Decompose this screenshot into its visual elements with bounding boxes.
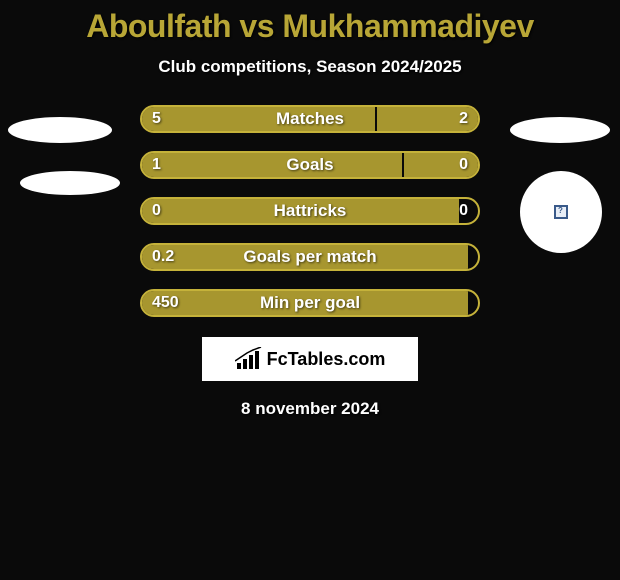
page-title: Aboulfath vs Mukhammadiyev — [0, 8, 620, 45]
bar-row: 10Goals — [140, 151, 480, 179]
comparison-bars: 52Matches10Goals00Hattricks0.2Goals per … — [140, 105, 480, 317]
bar-row: 52Matches — [140, 105, 480, 133]
bar-right-segment: 2 — [377, 107, 478, 131]
bar-right-value: 2 — [459, 110, 468, 128]
logo-text: FcTables.com — [267, 349, 386, 370]
bar-left-segment: 5 — [142, 107, 377, 131]
bar-left-value: 0.2 — [152, 248, 174, 266]
bar-right-segment — [468, 291, 478, 315]
player-right-photo-2 — [520, 171, 602, 253]
bar-row: 00Hattricks — [140, 197, 480, 225]
bar-right-segment — [468, 245, 478, 269]
bar-right-value: 0 — [459, 156, 468, 174]
player-left-photo-1 — [8, 117, 112, 143]
bar-right-value: 0 — [459, 202, 468, 220]
fctables-logo-icon — [235, 347, 263, 371]
player-right-photo-1 — [510, 117, 610, 143]
chart-area: 52Matches10Goals00Hattricks0.2Goals per … — [0, 105, 620, 419]
subtitle: Club competitions, Season 2024/2025 — [0, 57, 620, 77]
root: Aboulfath vs Mukhammadiyev Club competit… — [0, 0, 620, 419]
bar-left-value: 5 — [152, 110, 161, 128]
player-left-photo-2 — [20, 171, 120, 195]
bar-row: 0.2Goals per match — [140, 243, 480, 271]
bar-row: 450Min per goal — [140, 289, 480, 317]
bar-left-value: 0 — [152, 202, 161, 220]
logo-box: FcTables.com — [202, 337, 418, 381]
bar-left-value: 1 — [152, 156, 161, 174]
placeholder-icon — [554, 205, 568, 219]
bar-left-segment: 1 — [142, 153, 404, 177]
bar-left-segment: 0.2 — [142, 245, 468, 269]
bar-right-segment: 0 — [459, 199, 478, 223]
bar-left-segment: 450 — [142, 291, 468, 315]
bar-left-value: 450 — [152, 294, 179, 312]
bar-left-segment: 0 — [142, 199, 459, 223]
bar-right-segment: 0 — [404, 153, 478, 177]
date-line: 8 november 2024 — [0, 399, 620, 419]
